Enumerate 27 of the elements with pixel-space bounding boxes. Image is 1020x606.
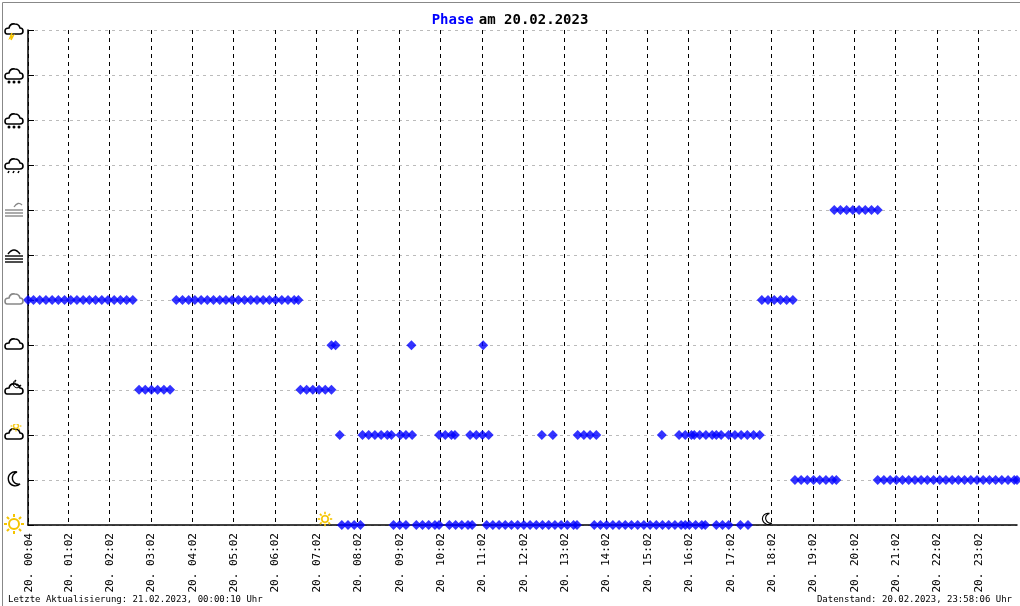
x-tick-label: 20. 20:02	[847, 533, 861, 593]
x-tick-label: 20. 15:02	[640, 533, 654, 593]
x-tick-label: 20. 14:02	[599, 533, 613, 593]
x-tick-label: 20. 13:02	[558, 533, 572, 593]
x-tick-label: 20. 18:02	[764, 533, 778, 593]
x-tick-label: 20. 01:02	[61, 533, 75, 593]
x-tick-label: 20. 04:02	[185, 533, 199, 593]
x-tick-label: 20. 09:02	[392, 533, 406, 593]
x-tick-label: 20. 21:02	[889, 533, 903, 593]
text: Letzte Aktualisierung: 21.02.2023, 00:00:10 Uhr	[8, 593, 264, 604]
x-tick-label: 20. 07:02	[309, 533, 323, 593]
x-tick-label: 20. 22:02	[930, 533, 944, 593]
text: Datenstand: 20.02.2023, 23:58:06 Uhr	[816, 593, 1013, 604]
x-tick-label: 20. 05:02	[227, 533, 241, 593]
x-tick-label: 20. 00:04	[21, 532, 35, 593]
x-tick-label: 20. 23:02	[971, 533, 985, 593]
x-tick-label: 20. 02:02	[102, 533, 116, 593]
x-tick-label: 20. 19:02	[806, 533, 820, 593]
x-tick-label: 20. 16:02	[682, 533, 696, 593]
x-tick-label: 20. 06:02	[268, 533, 282, 593]
x-tick-label: 20. 10:02	[433, 533, 447, 593]
chart-title: Phase am 20.02.2023	[431, 11, 589, 27]
x-tick-label: 20. 11:02	[475, 533, 489, 593]
x-tick-label: 20. 17:02	[723, 533, 737, 593]
x-tick-label: 20. 08:02	[351, 533, 365, 593]
x-tick-label: 20. 12:02	[516, 533, 530, 593]
x-tick-label: 20. 03:02	[144, 533, 158, 593]
